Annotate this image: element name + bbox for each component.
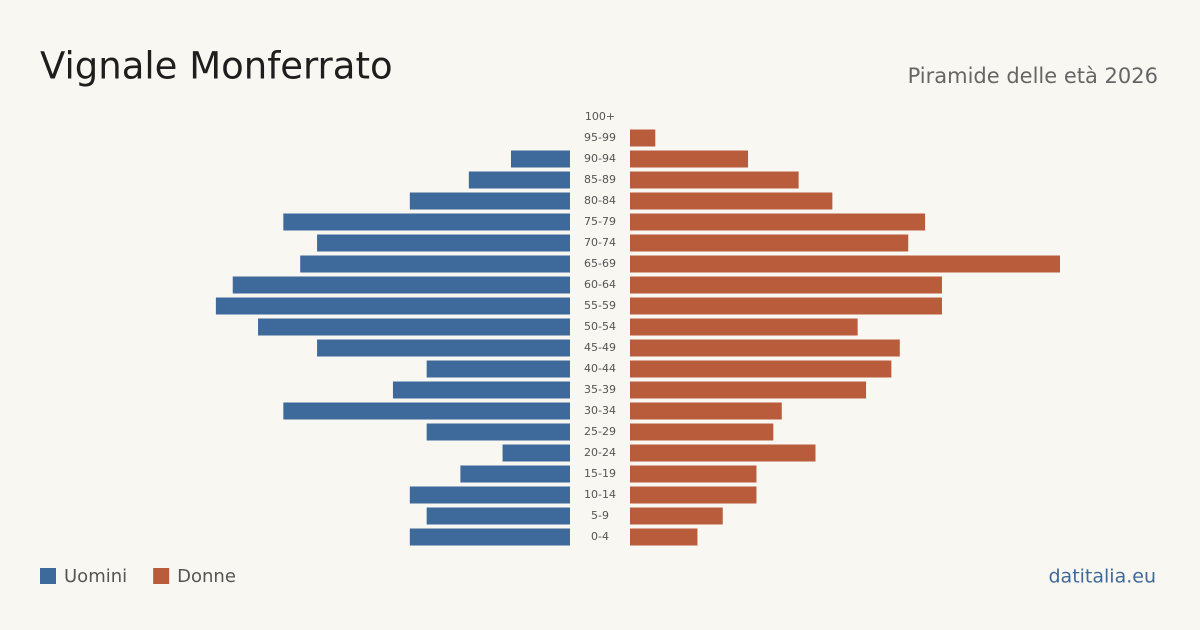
bar	[409, 486, 570, 504]
bar	[502, 444, 570, 462]
bar	[409, 192, 570, 210]
bar	[630, 129, 656, 147]
bar	[426, 423, 570, 441]
age-label: 85-89	[584, 173, 616, 186]
age-label: 25-29	[584, 425, 616, 438]
bar	[630, 276, 942, 294]
bar	[630, 381, 867, 399]
bar	[630, 465, 757, 483]
bar	[392, 381, 570, 399]
age-label: 45-49	[584, 341, 616, 354]
age-label: 15-19	[584, 467, 616, 480]
age-label: 50-54	[584, 320, 616, 333]
bar	[283, 213, 570, 231]
bar	[630, 507, 723, 525]
source: datitalia.eu	[1049, 566, 1157, 588]
bar	[283, 402, 570, 420]
age-label: 100+	[585, 110, 615, 123]
age-label: 95-99	[584, 131, 616, 144]
age-label: 10-14	[584, 488, 616, 501]
age-label: 30-34	[584, 404, 616, 417]
age-label: 35-39	[584, 383, 616, 396]
bar	[317, 234, 570, 252]
bar	[468, 171, 570, 189]
bar	[630, 318, 858, 336]
age-label: 0-4	[591, 530, 609, 543]
bar	[510, 150, 570, 168]
bar	[300, 255, 570, 273]
legend-swatch	[40, 568, 56, 584]
age-label: 65-69	[584, 257, 616, 270]
bar	[630, 150, 749, 168]
age-label: 75-79	[584, 215, 616, 228]
age-label: 20-24	[584, 446, 616, 459]
bar	[630, 423, 774, 441]
bar	[630, 360, 892, 378]
bar	[630, 255, 1060, 273]
chart-subtitle: Piramide delle età 2026	[908, 64, 1158, 88]
bar	[630, 171, 799, 189]
age-label: 70-74	[584, 236, 616, 249]
age-label: 55-59	[584, 299, 616, 312]
bar	[215, 297, 570, 315]
bar	[317, 339, 570, 357]
legend-swatch	[153, 568, 170, 584]
bar	[630, 444, 816, 462]
bar	[426, 507, 570, 525]
bar	[460, 465, 570, 483]
bar	[409, 528, 570, 546]
bar	[630, 528, 698, 546]
bar	[630, 402, 782, 420]
legend-label: Uomini	[64, 566, 127, 587]
legend-label: Donne	[177, 566, 236, 587]
bar	[630, 192, 833, 210]
bar	[630, 486, 757, 504]
age-label: 60-64	[584, 278, 616, 291]
bar	[630, 339, 900, 357]
age-label: 80-84	[584, 194, 616, 207]
bar	[258, 318, 570, 336]
bar	[630, 234, 909, 252]
age-label: 40-44	[584, 362, 616, 375]
age-label: 90-94	[584, 152, 616, 165]
bar	[232, 276, 570, 294]
bar	[630, 213, 926, 231]
bar	[630, 297, 942, 315]
age-label: 5-9	[591, 509, 609, 522]
chart-title: Vignale Monferrato	[40, 45, 393, 88]
bar	[426, 360, 570, 378]
